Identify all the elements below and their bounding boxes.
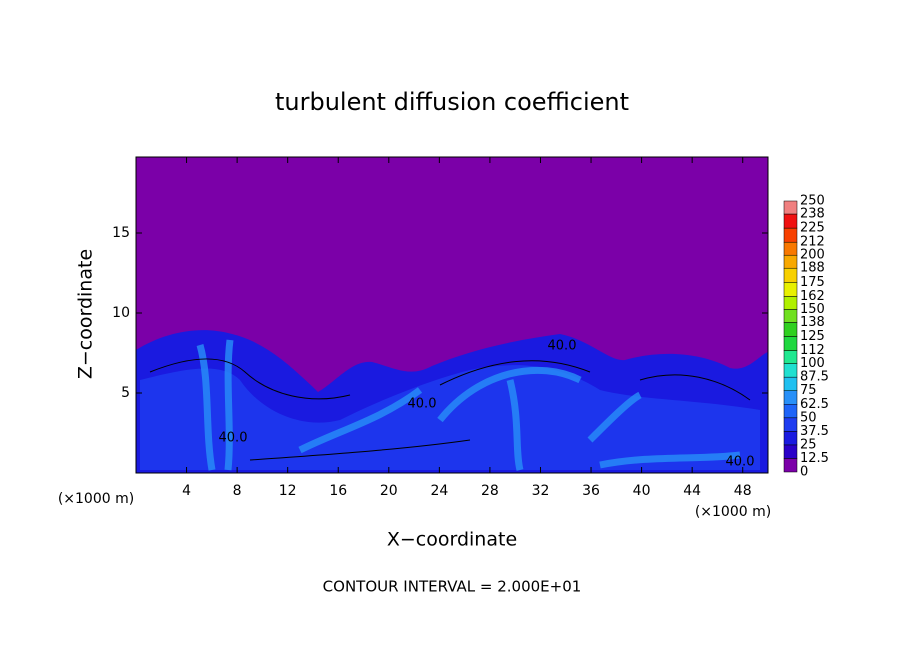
colorbar-label: 238 <box>800 207 825 222</box>
plot-frame <box>135 156 769 474</box>
x-tick-label: 36 <box>582 483 600 499</box>
colorbar-label: 225 <box>800 221 825 236</box>
colorbar-swatch <box>783 336 798 351</box>
turbulent-streak <box>224 339 234 471</box>
colorbar-label: 250 <box>800 194 825 209</box>
colorbar-label: 162 <box>800 289 825 304</box>
contour-label: 40.0 <box>219 431 248 446</box>
contour-line <box>439 360 591 386</box>
colorbar-swatch <box>783 350 798 364</box>
turbulent-streak <box>437 366 582 423</box>
turbulent-streak <box>506 379 524 471</box>
footer-note: CONTOUR INTERVAL = 2.000E+01 <box>323 578 582 596</box>
colorbar-label: 188 <box>800 261 825 276</box>
x-axis-label: X−coordinate <box>387 529 517 551</box>
colorbar-label: 100 <box>800 356 825 371</box>
contour-label: 40.0 <box>726 455 755 470</box>
colorbar-swatch <box>783 417 798 432</box>
colorbar-label: 125 <box>800 329 825 344</box>
contour-label: 40.0 <box>548 339 577 354</box>
colorbar-swatch <box>783 322 798 337</box>
y-tick-label: 5 <box>121 385 130 401</box>
turbulent-streak <box>298 387 423 454</box>
x-tick-label: 40 <box>633 483 651 499</box>
turbulent-streak <box>599 451 741 469</box>
turbulent-streak <box>196 344 216 471</box>
x-tick-label: 48 <box>734 483 752 499</box>
contour-line <box>249 439 471 461</box>
x-unit: (×1000 m) <box>58 491 134 507</box>
x-tick-label: 32 <box>532 483 550 499</box>
colorbar-label: 25 <box>800 437 817 452</box>
colorbar-swatch <box>783 390 798 405</box>
colorbar-swatch <box>783 444 798 459</box>
colorbar-swatch <box>783 254 798 269</box>
colorbar-label: 75 <box>800 383 817 398</box>
y-tick-label: 15 <box>112 225 130 241</box>
contour-label: 40.0 <box>408 397 437 412</box>
colorbar-swatch <box>783 431 798 446</box>
colorbar-swatch <box>783 227 798 243</box>
colorbar-label: 0 <box>800 465 808 480</box>
colorbar-label: 138 <box>800 315 825 330</box>
colorbar-label: 212 <box>800 235 825 250</box>
x-tick-label: 44 <box>683 483 701 499</box>
x-tick-label: 4 <box>182 483 191 499</box>
colorbar-swatch <box>783 309 798 323</box>
colorbar-label: 150 <box>800 302 825 317</box>
colorbar-swatch <box>783 363 798 378</box>
colorbar-swatch <box>783 267 798 283</box>
colorbar-swatch <box>783 376 798 391</box>
colorbar-swatch <box>783 458 798 473</box>
colorbar-label: 50 <box>800 410 817 425</box>
contour-line <box>149 358 351 400</box>
contour-field: 40.0 40.0 40.0 40.0 <box>136 157 768 473</box>
y-tick-label: 10 <box>112 305 130 321</box>
colorbar-label: 87.5 <box>800 370 829 385</box>
colorbar-swatch <box>783 213 798 229</box>
colorbar-label: 200 <box>800 248 825 263</box>
colorbar-label: 175 <box>800 275 825 290</box>
colorbar-label: 62.5 <box>800 397 829 412</box>
x-tick-label: 28 <box>481 483 499 499</box>
turbulent-streak <box>587 391 642 443</box>
x-tick-label: 16 <box>329 483 347 499</box>
axes: 012.52537.55062.57587.510011212513815016… <box>112 156 829 499</box>
colorbar-swatch <box>783 200 798 215</box>
colorbar-label: 112 <box>800 343 825 358</box>
x-tick-label: 8 <box>233 483 242 499</box>
colorbar-swatch <box>783 296 798 310</box>
x-tick-label: 12 <box>279 483 297 499</box>
colorbar-label: 12.5 <box>800 451 829 466</box>
x-unit: (×1000 m) <box>695 504 771 520</box>
x-tick-label: 20 <box>380 483 398 499</box>
colorbar-swatch <box>783 404 798 419</box>
colorbar-swatch <box>783 241 798 256</box>
colorbar-swatch <box>783 282 798 297</box>
chart-title: turbulent diffusion coefficient <box>275 88 629 116</box>
turbulent-core <box>140 365 760 470</box>
x-tick-label: 24 <box>430 483 448 499</box>
contour-line <box>639 374 751 401</box>
colorbar-label: 37.5 <box>800 424 829 439</box>
y-axis-label: Z−coordinate <box>75 249 97 379</box>
